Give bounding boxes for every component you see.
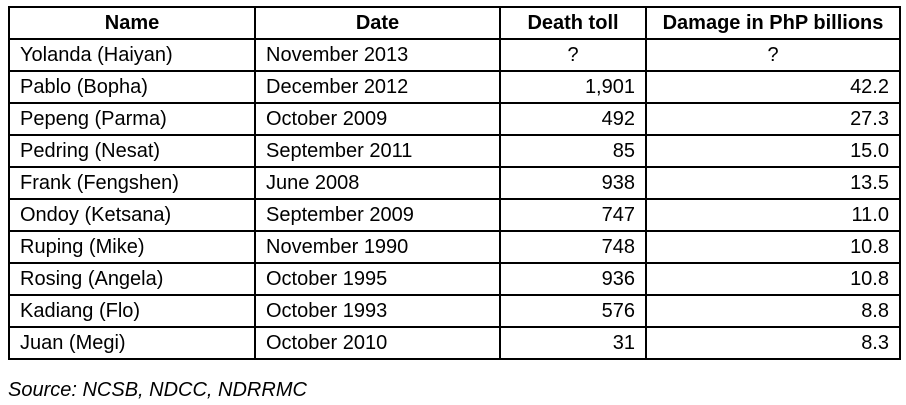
column-header-name: Name bbox=[8, 6, 256, 40]
cell-date: October 1995 bbox=[254, 262, 501, 296]
cell-death-toll: 576 bbox=[499, 294, 647, 328]
cell-death-toll: 748 bbox=[499, 230, 647, 264]
column-header-date: Date bbox=[254, 6, 501, 40]
cell-name: Pablo (Bopha) bbox=[8, 70, 256, 104]
table-row: Frank (Fengshen) June 2008 938 13.5 bbox=[8, 166, 901, 200]
cell-death-toll: 85 bbox=[499, 134, 647, 168]
cell-death-toll: 1,901 bbox=[499, 70, 647, 104]
cell-name: Rosing (Angela) bbox=[8, 262, 256, 296]
cell-death-toll: 747 bbox=[499, 198, 647, 232]
cell-name: Juan (Megi) bbox=[8, 326, 256, 360]
table-row: Rosing (Angela) October 1995 936 10.8 bbox=[8, 262, 901, 296]
cell-damage: 8.8 bbox=[645, 294, 901, 328]
cell-death-toll: ? bbox=[499, 38, 647, 72]
table-row: Pablo (Bopha) December 2012 1,901 42.2 bbox=[8, 70, 901, 104]
cell-death-toll: 31 bbox=[499, 326, 647, 360]
cell-name: Ondoy (Ketsana) bbox=[8, 198, 256, 232]
cell-damage: 10.8 bbox=[645, 230, 901, 264]
cell-name: Kadiang (Flo) bbox=[8, 294, 256, 328]
cell-death-toll: 938 bbox=[499, 166, 647, 200]
column-header-death-toll: Death toll bbox=[499, 6, 647, 40]
cell-date: November 2013 bbox=[254, 38, 501, 72]
cell-date: October 2010 bbox=[254, 326, 501, 360]
cell-damage: 27.3 bbox=[645, 102, 901, 136]
cell-date: November 1990 bbox=[254, 230, 501, 264]
cell-damage: 10.8 bbox=[645, 262, 901, 296]
table-row: Pepeng (Parma) October 2009 492 27.3 bbox=[8, 102, 901, 136]
table-row: Yolanda (Haiyan) November 2013 ? ? bbox=[8, 38, 901, 72]
table-body: Yolanda (Haiyan) November 2013 ? ? Pablo… bbox=[8, 38, 901, 360]
table-row: Juan (Megi) October 2010 31 8.3 bbox=[8, 326, 901, 360]
cell-damage: 11.0 bbox=[645, 198, 901, 232]
column-header-damage: Damage in PhP billions bbox=[645, 6, 901, 40]
table-header: Name Date Death toll Damage in PhP billi… bbox=[8, 6, 901, 40]
cell-date: September 2009 bbox=[254, 198, 501, 232]
cell-date: September 2011 bbox=[254, 134, 501, 168]
cell-name: Pepeng (Parma) bbox=[8, 102, 256, 136]
typhoon-damage-table: Name Date Death toll Damage in PhP billi… bbox=[8, 6, 901, 360]
cell-date: October 2009 bbox=[254, 102, 501, 136]
cell-death-toll: 936 bbox=[499, 262, 647, 296]
table-row: Pedring (Nesat) September 2011 85 15.0 bbox=[8, 134, 901, 168]
table-row: Ruping (Mike) November 1990 748 10.8 bbox=[8, 230, 901, 264]
cell-name: Yolanda (Haiyan) bbox=[8, 38, 256, 72]
cell-date: December 2012 bbox=[254, 70, 501, 104]
header-row: Name Date Death toll Damage in PhP billi… bbox=[8, 6, 901, 40]
cell-date: October 1993 bbox=[254, 294, 501, 328]
cell-damage: 15.0 bbox=[645, 134, 901, 168]
cell-date: June 2008 bbox=[254, 166, 501, 200]
cell-damage: 8.3 bbox=[645, 326, 901, 360]
cell-name: Frank (Fengshen) bbox=[8, 166, 256, 200]
cell-damage: 42.2 bbox=[645, 70, 901, 104]
source-note: Source: NCSB, NDCC, NDRRMC bbox=[8, 379, 307, 401]
table-row: Ondoy (Ketsana) September 2009 747 11.0 bbox=[8, 198, 901, 232]
cell-damage: ? bbox=[645, 38, 901, 72]
cell-damage: 13.5 bbox=[645, 166, 901, 200]
cell-death-toll: 492 bbox=[499, 102, 647, 136]
table-row: Kadiang (Flo) October 1993 576 8.8 bbox=[8, 294, 901, 328]
typhoon-damage-table-container: Name Date Death toll Damage in PhP billi… bbox=[8, 6, 901, 360]
cell-name: Pedring (Nesat) bbox=[8, 134, 256, 168]
cell-name: Ruping (Mike) bbox=[8, 230, 256, 264]
